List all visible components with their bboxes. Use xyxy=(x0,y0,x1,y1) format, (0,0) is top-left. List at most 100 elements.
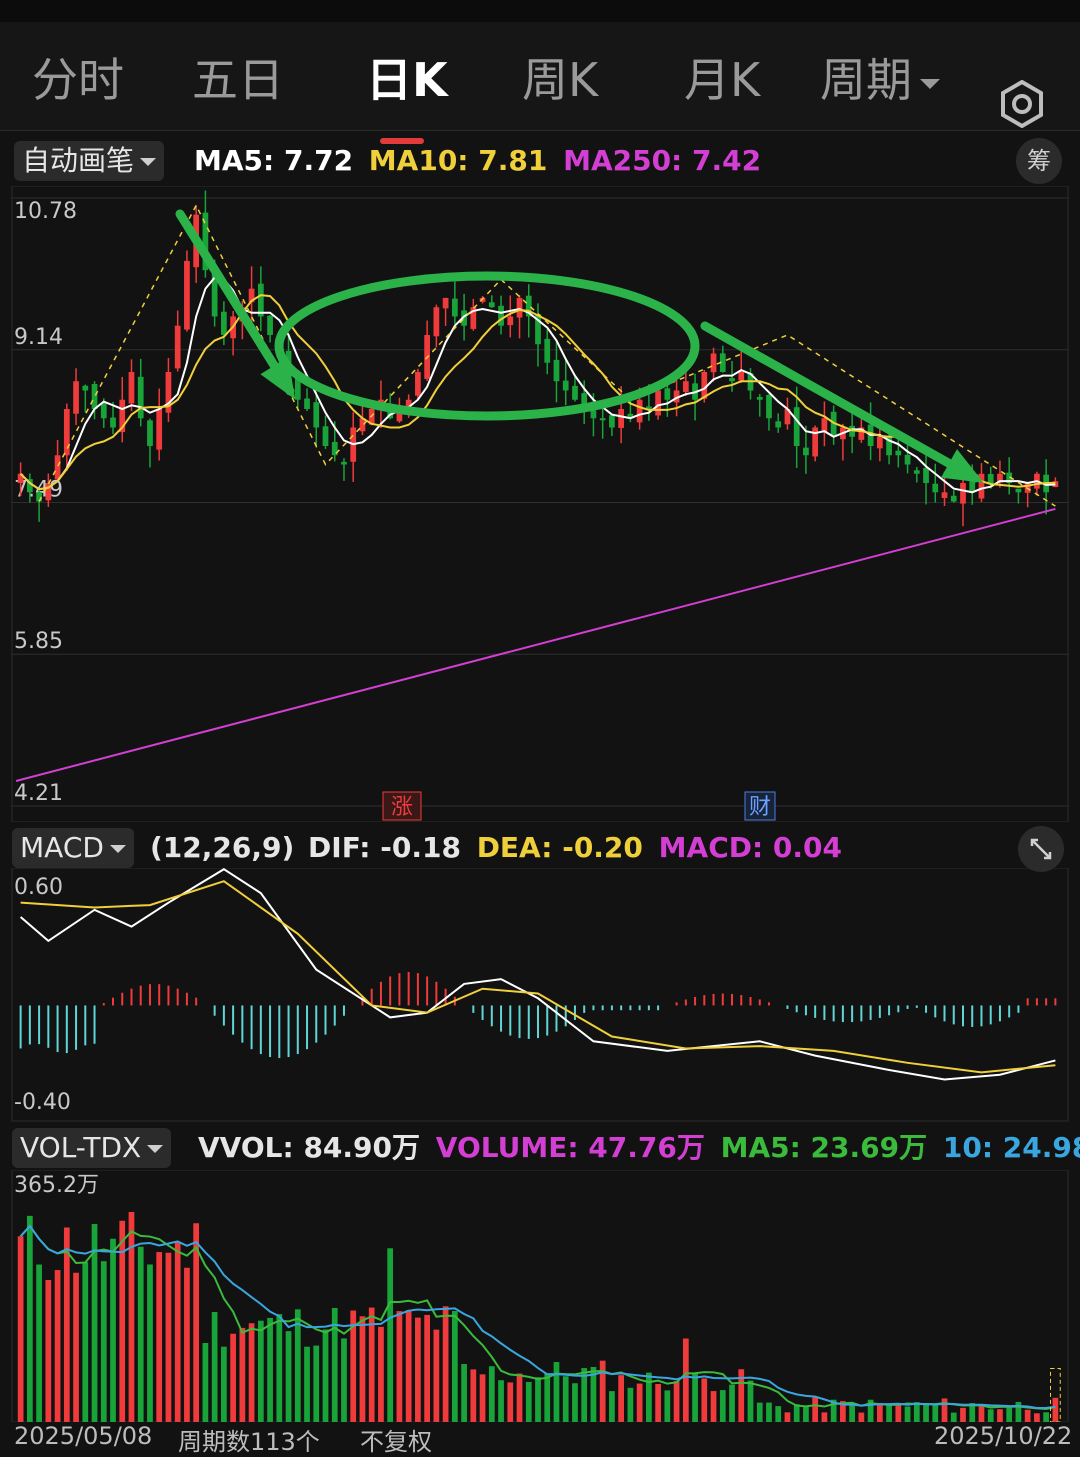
volume-bar xyxy=(507,1382,514,1422)
volume-bar xyxy=(119,1220,126,1422)
volume-bar xyxy=(267,1317,273,1422)
volume-bar xyxy=(673,1381,680,1422)
candle-body xyxy=(304,398,310,409)
volume-bar xyxy=(729,1384,735,1422)
candle-body xyxy=(784,408,791,425)
macd-indicator-dropdown[interactable]: MACD xyxy=(12,828,134,868)
volume-bar xyxy=(655,1383,661,1422)
candle-body xyxy=(525,295,532,317)
volume-bar xyxy=(498,1380,504,1422)
volume-bar xyxy=(913,1402,920,1422)
price-chart: 10.789.147.495.854.21涨财 xyxy=(11,186,1069,822)
settings-icon[interactable] xyxy=(998,80,1046,128)
volume-bar xyxy=(821,1412,828,1422)
macd-indicator-label: MACD xyxy=(20,831,104,864)
legend-ma5: MA5: 7.72 xyxy=(194,144,354,177)
candle-body xyxy=(756,396,763,400)
volume-bar xyxy=(525,1381,532,1422)
volume-ma10-line xyxy=(19,1224,1056,1409)
price-tick-label: 9.14 xyxy=(14,325,63,350)
plot-frame xyxy=(11,868,1069,1122)
legend-ma10: MA10: 7.81 xyxy=(368,144,548,177)
limit-up-marker-label: 涨 xyxy=(391,795,413,820)
candle-body xyxy=(812,427,819,457)
volume-bar xyxy=(304,1346,310,1422)
volume-bar xyxy=(257,1320,264,1422)
tab-monthly-k[interactable]: 月K xyxy=(684,53,761,107)
candle-body xyxy=(886,435,892,456)
volume-indicator-label: VOL-TDX xyxy=(20,1131,142,1164)
volume-bar xyxy=(830,1399,837,1422)
legend-dif: DIF: -0.18 xyxy=(308,831,461,864)
candle-body xyxy=(544,338,551,363)
volume-bar xyxy=(960,1407,966,1422)
volume-bar xyxy=(387,1248,394,1422)
volume-bar xyxy=(1006,1407,1013,1422)
draw-mode-dropdown[interactable]: 自动画笔 xyxy=(14,141,165,181)
candle-body xyxy=(165,371,172,413)
downtrend-arrow-annotation-head xyxy=(941,449,984,483)
candle-body xyxy=(950,495,957,502)
candle-body xyxy=(1015,488,1022,493)
volume-bar xyxy=(100,1261,107,1422)
candle-body xyxy=(636,399,643,423)
volume-bar xyxy=(895,1403,902,1422)
chip-distribution-button[interactable]: 筹 xyxy=(1016,138,1062,184)
volume-bar xyxy=(756,1402,763,1422)
consolidation-ellipse-annotation xyxy=(274,271,700,421)
tab-five-day[interactable]: 五日 xyxy=(192,53,284,107)
candle-body xyxy=(359,418,366,432)
volume-bar xyxy=(1015,1401,1022,1422)
candle-body xyxy=(849,425,855,437)
caret-down-icon xyxy=(147,1145,164,1153)
plot-frame xyxy=(11,1170,1069,1422)
volume-bar xyxy=(230,1333,236,1422)
tab-period-dropdown[interactable]: 周期 xyxy=(820,50,940,110)
tab-weekly-k[interactable]: 周K xyxy=(522,53,599,107)
candle-body xyxy=(655,390,661,416)
volume-bar xyxy=(609,1391,615,1422)
candle-body xyxy=(248,288,255,303)
volume-bar xyxy=(904,1406,911,1422)
volume-bar xyxy=(221,1346,227,1422)
candle-body xyxy=(211,271,218,317)
tab-intraday[interactable]: 分时 xyxy=(32,53,124,107)
draw-mode-label: 自动画笔 xyxy=(22,144,135,177)
candle-body xyxy=(978,473,985,499)
candle-body xyxy=(202,212,209,271)
volume-bar xyxy=(784,1412,791,1422)
volume-bar xyxy=(886,1404,892,1422)
expand-icon[interactable] xyxy=(1018,826,1064,872)
candle-body xyxy=(488,302,495,308)
volume-bar xyxy=(45,1280,52,1422)
down-arrow-annotation xyxy=(175,209,295,396)
candle-body xyxy=(17,473,24,484)
candle-body xyxy=(433,307,440,337)
candle-body xyxy=(581,393,588,409)
legend-vvol: VVOL: 84.90万 xyxy=(198,1131,421,1164)
volume-bar xyxy=(766,1402,772,1422)
volume-indicator-dropdown[interactable]: VOL-TDX xyxy=(12,1128,172,1168)
candle-body xyxy=(572,385,578,400)
volume-bar xyxy=(932,1404,939,1422)
volume-bar xyxy=(285,1331,292,1422)
candle-body xyxy=(627,413,634,419)
candle-body xyxy=(766,394,772,419)
volume-bar xyxy=(535,1377,541,1422)
candle-body xyxy=(137,376,144,419)
candle-body xyxy=(45,483,52,501)
candle-body xyxy=(184,260,190,330)
candle-body xyxy=(932,483,939,493)
volume-bar xyxy=(627,1387,634,1422)
volume-bar xyxy=(73,1272,79,1422)
adjust-mode[interactable]: 不复权 xyxy=(360,1428,432,1456)
candle-body xyxy=(904,454,911,465)
candle-body xyxy=(599,418,606,421)
volume-bar xyxy=(276,1314,283,1422)
volume-bar xyxy=(424,1314,430,1422)
candle-body xyxy=(294,374,301,400)
volume-bar xyxy=(775,1406,782,1422)
tab-daily-k[interactable]: 日K xyxy=(366,53,448,107)
volume-bar xyxy=(858,1412,865,1422)
volume-bar xyxy=(147,1264,153,1422)
